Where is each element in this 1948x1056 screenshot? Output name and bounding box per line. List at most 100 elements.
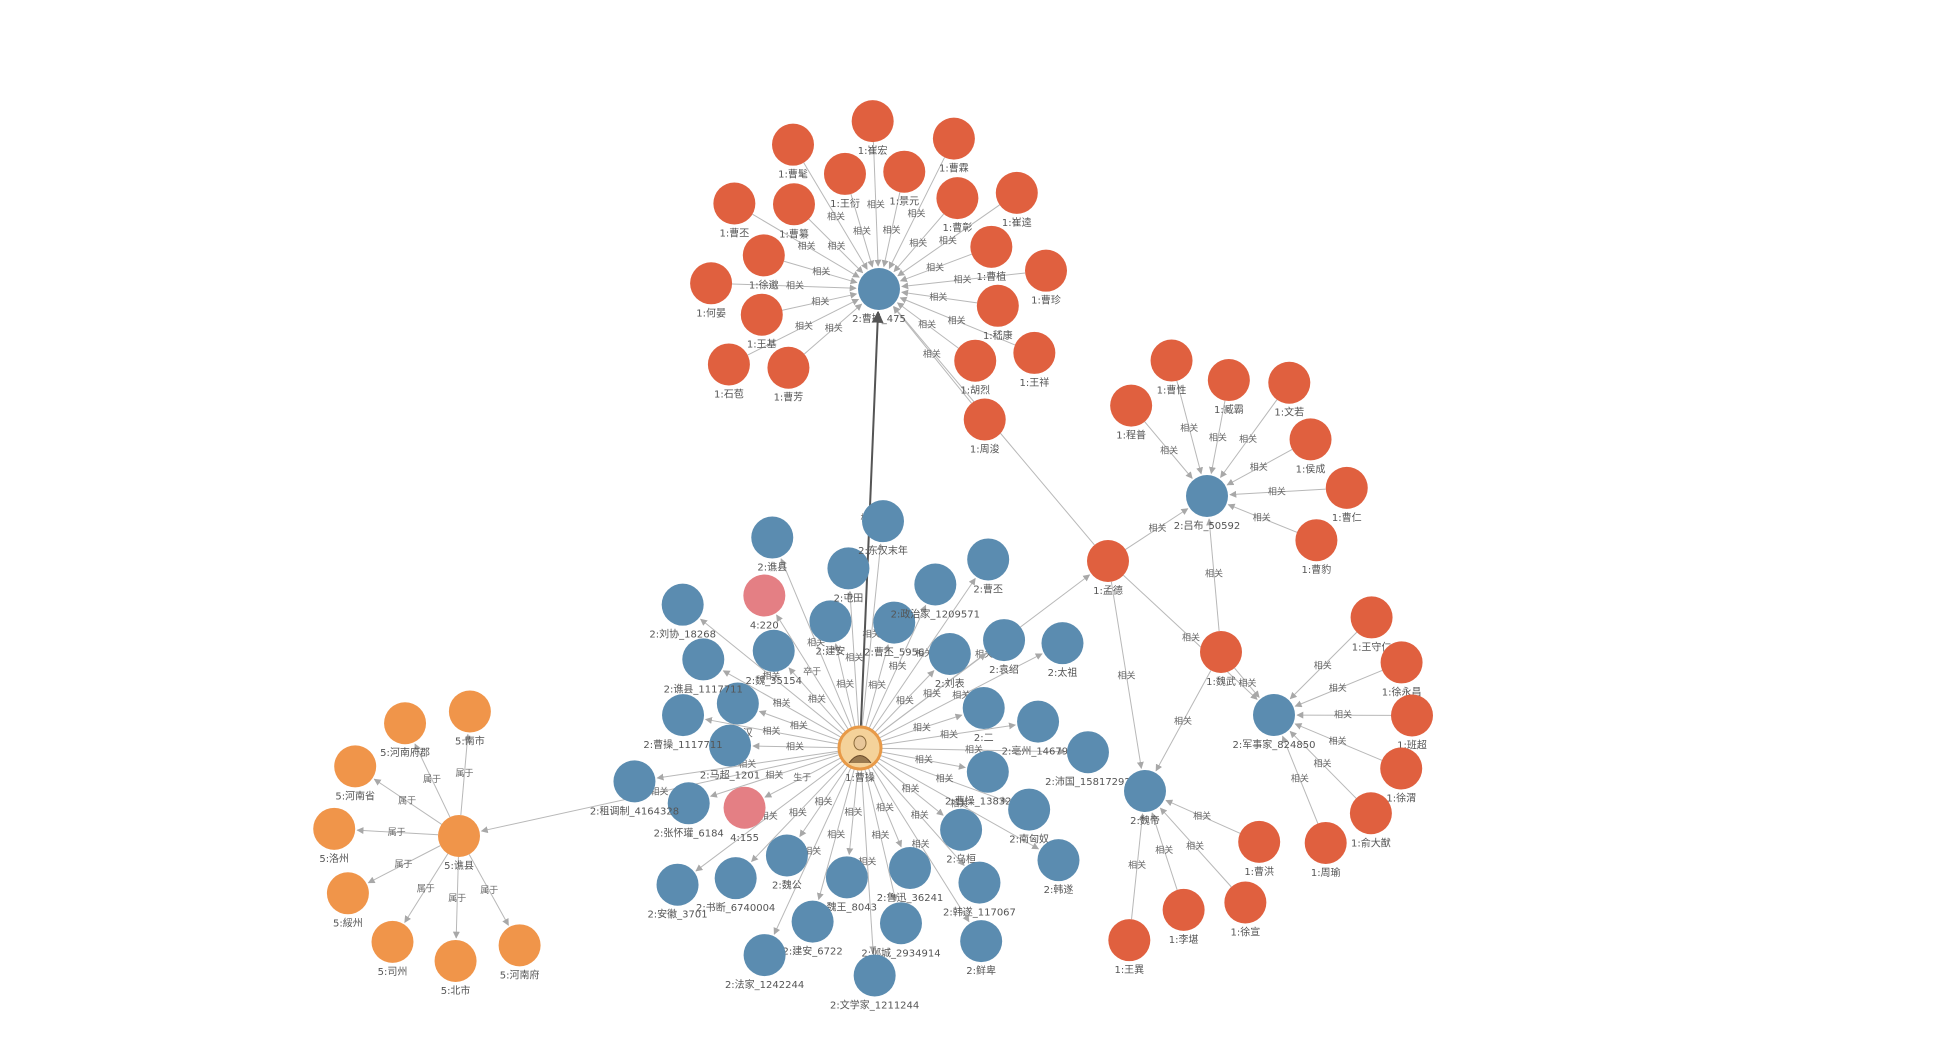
edge-label: 相关 (1180, 422, 1198, 434)
node (851, 100, 894, 143)
edge-label: 相关 (836, 678, 854, 690)
edge (1131, 813, 1146, 920)
node-label: 1:徐邈 (749, 278, 779, 291)
node (889, 846, 932, 889)
edge-label: 属于 (417, 883, 435, 894)
node (1066, 731, 1109, 774)
edge-label: 相关 (845, 652, 863, 664)
edge-label: 相关 (825, 322, 843, 334)
edge-label: 属于 (455, 768, 473, 779)
node (928, 632, 971, 675)
edge (879, 713, 963, 743)
edge (776, 614, 850, 731)
edge-label: 相关 (786, 280, 804, 292)
node-label: 2:文学家_1211244 (830, 999, 919, 1012)
edge (864, 768, 898, 902)
node-label: 1:臧霸 (1214, 403, 1244, 416)
node-label: 1:王異 (1114, 964, 1144, 976)
node (853, 954, 896, 997)
node-label: 1:石苞 (714, 387, 744, 400)
node (970, 225, 1013, 268)
node-label: 2:南匈奴 (1009, 833, 1049, 846)
node (960, 920, 1003, 963)
edge-label: 相关 (1291, 772, 1309, 784)
edge (861, 543, 884, 728)
node-label: 2:谯县 (757, 561, 787, 574)
edge (460, 733, 471, 816)
node-label: 4:155 (730, 833, 759, 844)
edge (901, 289, 978, 304)
node-label: 5:谯县 (444, 859, 474, 872)
edge-label: 相关 (1205, 568, 1223, 580)
edge-label: 相关 (912, 838, 930, 850)
node (1207, 359, 1250, 402)
portrait-body (848, 755, 872, 764)
node (1304, 821, 1347, 864)
node (873, 601, 916, 644)
node (709, 724, 752, 767)
edge-label: 相关 (889, 660, 907, 672)
node-label: 1:周浚 (970, 443, 1000, 456)
edge (404, 853, 449, 923)
node-label: 1:曹性 (1157, 384, 1187, 397)
node-label: 2:沛国_15817292 (1045, 775, 1131, 788)
node-label: 1:徐宣 (1231, 925, 1261, 938)
node (823, 152, 866, 195)
edge (799, 765, 849, 838)
node-label: 1:王衍 (830, 197, 860, 210)
edge-label: 相关 (876, 801, 894, 813)
node-label: 2:政治家_1209571 (891, 608, 980, 621)
node (1380, 747, 1423, 790)
edge (704, 717, 840, 745)
node-label: 2:书断_6740004 (696, 901, 775, 914)
node-label: 2:曹操_475 (852, 312, 906, 325)
node (914, 563, 957, 606)
node (1186, 475, 1228, 517)
node-label: 2:马超_1201 (700, 769, 760, 782)
node-label: 2:军事家_824850 (1233, 738, 1316, 751)
edge (1150, 812, 1178, 891)
edge-label: 相关 (1314, 660, 1332, 672)
edge (414, 743, 451, 818)
edge-label: 相关 (868, 679, 886, 691)
edge (780, 558, 853, 729)
node-label: 1:曹珍 (1031, 294, 1061, 307)
node (1380, 641, 1423, 684)
node-label: 2:屯田 (834, 591, 864, 604)
edge (901, 272, 1026, 290)
node-label: 2:韩遂_117067 (943, 906, 1016, 919)
node-label: 1:曹洪 (1244, 865, 1274, 878)
edges: 相关相关相关相关相关相关相关相关相关相关相关相关相关相关卒于相关相关相关相关相关… (356, 142, 1392, 954)
edge-label: 相关 (871, 829, 889, 841)
node-label: 2:曹丕 (973, 582, 1003, 595)
node (983, 619, 1026, 662)
edge (808, 218, 864, 274)
node-label: 2:鲜卑 (966, 964, 996, 977)
node-label: 2:安徽_3701 (647, 908, 707, 921)
edge (367, 845, 441, 884)
node (707, 343, 750, 386)
edge-label: 相关 (1239, 433, 1257, 445)
edge (783, 260, 858, 285)
node (1124, 770, 1166, 812)
portrait-head (853, 735, 867, 751)
edge (782, 291, 858, 311)
node (667, 782, 710, 825)
node-label: 1:曹霖 (939, 162, 969, 175)
node (1295, 519, 1338, 562)
node (1108, 919, 1151, 962)
node-label: 2:曹丕_5956 (864, 646, 924, 659)
edge (468, 854, 509, 926)
node-label: 1:程普 (1116, 429, 1146, 442)
node (1150, 339, 1193, 382)
node-label: 1:曹纂 (779, 227, 809, 240)
node-label: 2:租调制_4164328 (590, 804, 679, 817)
node (742, 234, 785, 277)
node-label: 1:王基 (747, 338, 777, 351)
edge-label: 属于 (423, 774, 441, 785)
edge (1289, 631, 1358, 700)
node-label: 1:曹植 (976, 270, 1006, 283)
edge (803, 162, 868, 270)
edge-label: 相关 (650, 786, 668, 798)
